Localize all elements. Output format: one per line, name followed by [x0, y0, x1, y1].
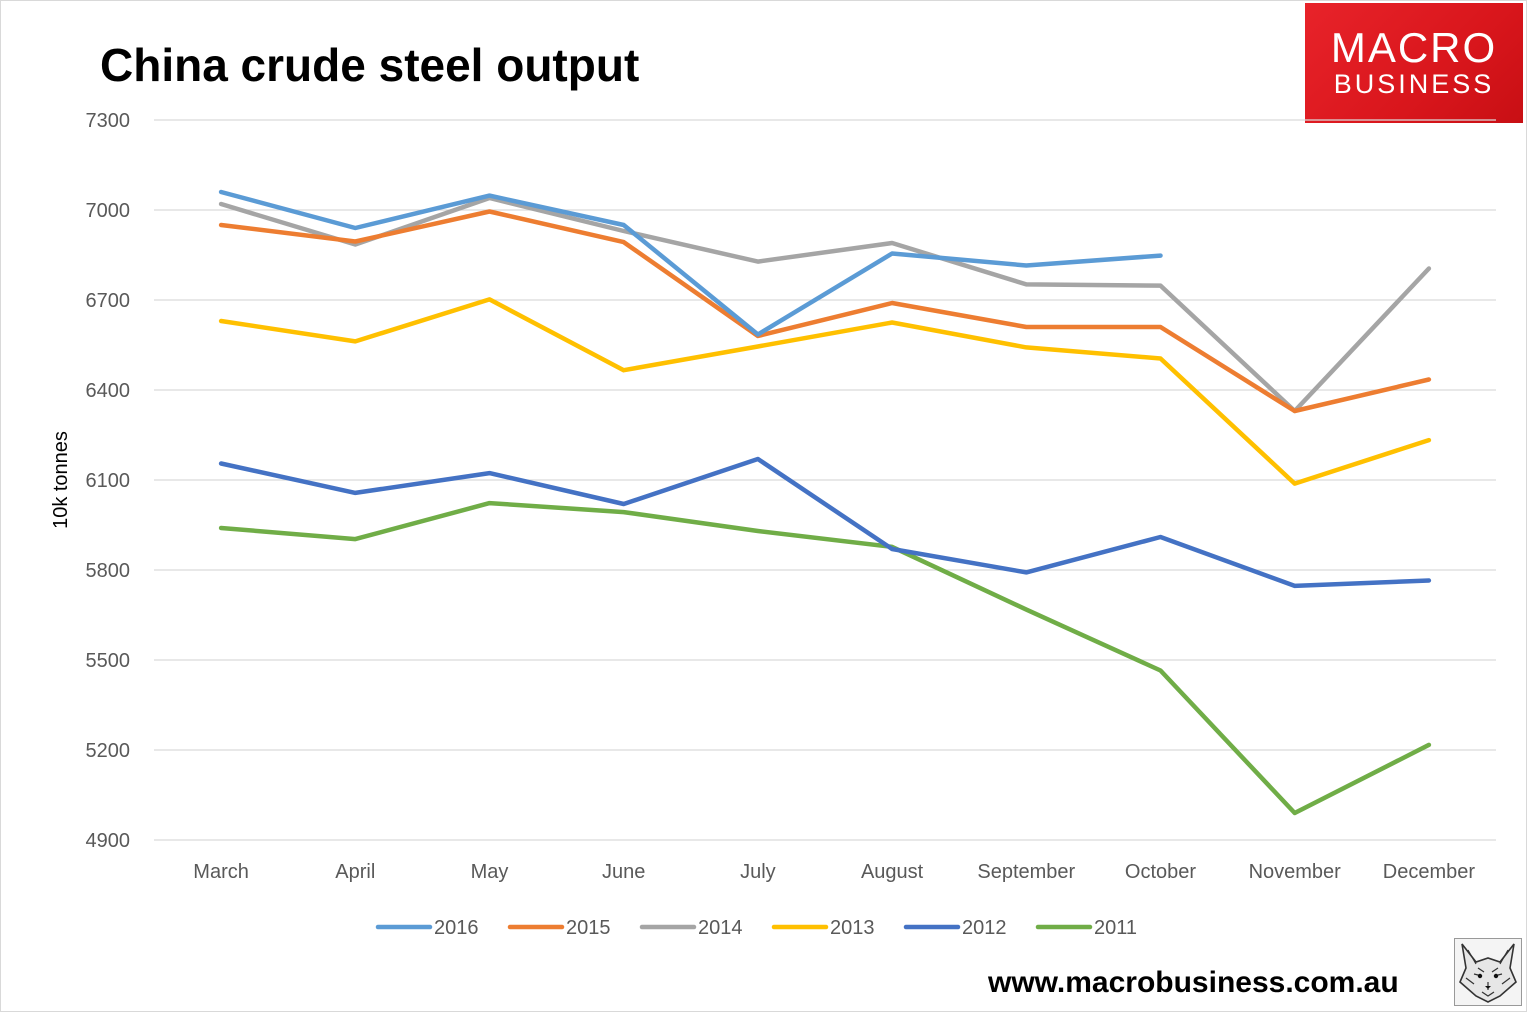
series-line-2015	[218, 209, 1432, 414]
chart-title: China crude steel output	[100, 39, 640, 91]
series-line-2016	[218, 189, 1163, 337]
fox-sketch-icon	[1454, 938, 1522, 1006]
legend-label-2015: 2015	[566, 917, 611, 939]
legend-label-2012: 2012	[962, 917, 1007, 939]
x-axis-ticks: March April May June July August September Octo…	[193, 861, 1475, 883]
gridlines	[154, 119, 1496, 841]
logo-line-2: BUSINESS	[1333, 69, 1495, 99]
x-tick-label: June	[602, 861, 645, 883]
legend-label-2011: 2011	[1094, 917, 1137, 939]
legend-label-2016: 2016	[434, 917, 479, 939]
y-tick-label: 6700	[86, 290, 131, 312]
x-tick-label: September	[977, 861, 1075, 883]
legend-label-2014: 2014	[698, 917, 743, 939]
y-axis-ticks: 4900 5200 5500 5800 6100 6400 6700 7000 7300	[86, 110, 131, 852]
y-axis-title: 10k tonnes	[50, 431, 72, 529]
x-tick-label: May	[471, 861, 509, 883]
legend: 2016 2015 2014 2013 2012 2011	[375, 917, 1137, 939]
series-lines	[218, 189, 1432, 816]
y-tick-label: 5800	[86, 560, 131, 582]
series-line-2012	[218, 456, 1432, 589]
x-tick-label: August	[861, 861, 924, 883]
y-tick-label: 7000	[86, 200, 131, 222]
x-tick-label: November	[1249, 861, 1342, 883]
series-line-2014	[218, 195, 1432, 414]
y-tick-label: 4900	[86, 830, 131, 852]
y-tick-label: 7300	[86, 110, 131, 132]
macrobusiness-logo: MACRO BUSINESS	[1305, 3, 1523, 123]
logo-line-1: MACRO	[1330, 24, 1498, 71]
y-tick-label: 5500	[86, 650, 131, 672]
y-tick-label: 5200	[86, 740, 131, 762]
x-tick-label: December	[1383, 861, 1476, 883]
series-line-2013	[218, 297, 1432, 486]
x-tick-label: October	[1125, 861, 1196, 883]
x-tick-label: March	[193, 861, 249, 883]
legend-label-2013: 2013	[830, 917, 875, 939]
y-tick-label: 6100	[86, 470, 131, 492]
website-url: www.macrobusiness.com.au	[988, 966, 1399, 999]
y-tick-label: 6400	[86, 380, 131, 402]
x-tick-label: July	[740, 861, 776, 883]
series-line-2011	[218, 500, 1432, 816]
x-tick-label: April	[335, 861, 375, 883]
